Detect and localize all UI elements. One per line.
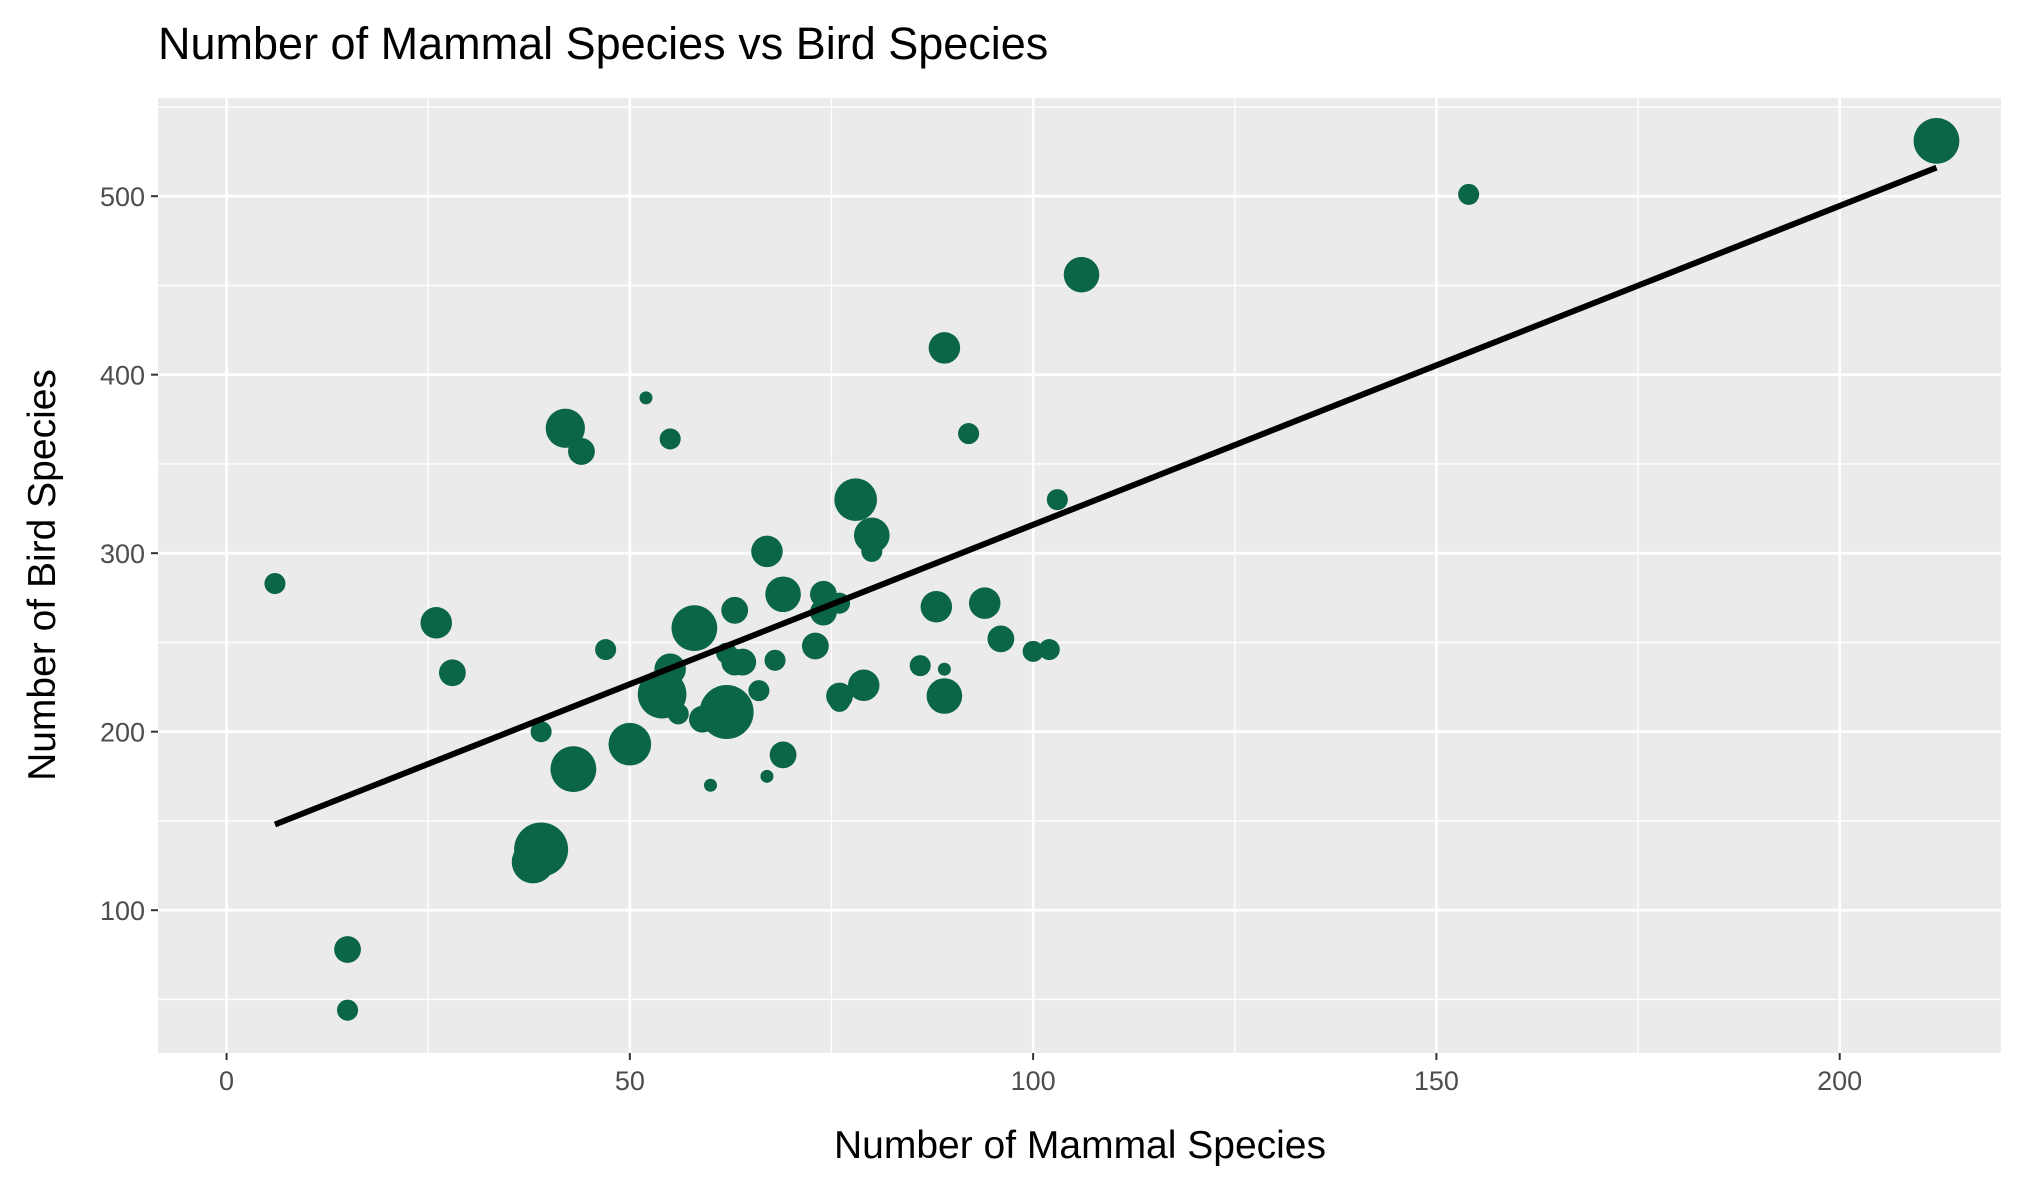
data-point	[545, 408, 585, 448]
data-point	[801, 632, 829, 660]
data-point	[861, 540, 883, 562]
data-point	[834, 478, 877, 521]
data-point	[1038, 639, 1060, 661]
data-point	[608, 722, 652, 766]
plot-panel	[158, 98, 2001, 1053]
data-point	[550, 746, 597, 793]
data-point	[847, 669, 880, 702]
data-point	[926, 678, 963, 714]
x-tick-label: 50	[615, 1066, 645, 1096]
y-tick-label: 300	[100, 539, 145, 569]
data-point	[729, 648, 757, 676]
x-axis-title: Number of Mammal Species	[834, 1124, 1326, 1167]
data-point	[671, 605, 718, 652]
data-point	[568, 438, 595, 465]
data-point	[1063, 256, 1100, 293]
data-point	[765, 576, 801, 613]
data-point	[829, 690, 851, 712]
data-point	[639, 391, 653, 405]
data-point	[968, 587, 1001, 619]
data-point	[769, 741, 797, 769]
data-point	[264, 573, 286, 595]
trend-line-layer	[273, 164, 1938, 828]
data-point	[667, 703, 689, 725]
data-point	[920, 590, 953, 623]
data-point	[530, 721, 552, 743]
data-point	[760, 769, 774, 783]
data-point	[1046, 489, 1068, 511]
major-gridlines	[158, 98, 2001, 1053]
data-point	[699, 685, 754, 740]
minor-gridlines	[158, 98, 2001, 1053]
x-tick-label: 100	[1011, 1066, 1056, 1096]
data-point	[937, 662, 951, 676]
data-point	[721, 596, 749, 624]
data-point	[958, 423, 980, 445]
y-axis-title: Number of Bird Species	[21, 369, 64, 781]
x-tick-label: 0	[219, 1066, 234, 1096]
y-axis: 100 200 300 400 500	[100, 182, 158, 926]
chart-title: Number of Mammal Species vs Bird Species	[158, 18, 1048, 69]
data-point	[748, 680, 770, 702]
y-tick-label: 500	[100, 182, 145, 212]
y-tick-label: 200	[100, 718, 145, 748]
data-point	[703, 778, 717, 792]
x-tick-label: 200	[1817, 1066, 1862, 1096]
data-point	[1458, 183, 1480, 205]
y-tick-label: 100	[100, 896, 145, 926]
data-point	[987, 625, 1015, 653]
trend-line	[273, 164, 1938, 828]
x-tick-label: 150	[1414, 1066, 1459, 1096]
x-axis: 0 50 100 150 200	[219, 1053, 1862, 1096]
data-point	[928, 332, 961, 364]
data-point	[420, 607, 453, 639]
y-tick-label: 400	[100, 361, 145, 391]
data-point	[1913, 117, 1960, 164]
data-point	[909, 655, 931, 677]
data-point	[438, 659, 466, 687]
data-point	[854, 517, 890, 554]
data-point	[595, 639, 617, 661]
data-point	[514, 822, 569, 877]
data-point	[764, 649, 786, 671]
data-point	[659, 428, 681, 450]
data-point	[1022, 640, 1044, 662]
data-point	[334, 936, 361, 963]
data-point	[751, 535, 783, 568]
data-point	[337, 999, 359, 1021]
